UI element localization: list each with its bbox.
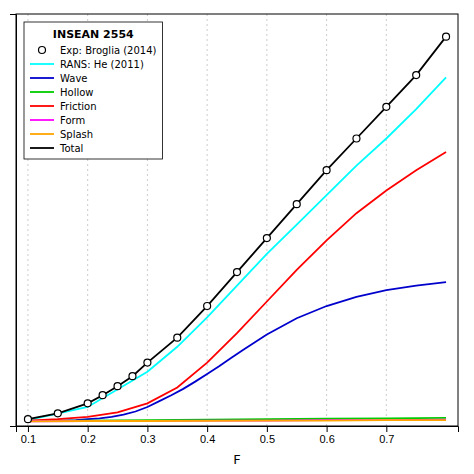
x-tick-label: 0.7 xyxy=(379,433,394,445)
legend-item: Form xyxy=(30,115,85,126)
legend-items: Exp: Broglia (2014) RANS: He (2011) Wave Ho… xyxy=(30,45,157,154)
x-tick-label: 0.5 xyxy=(260,433,275,445)
grid-line xyxy=(386,14,387,426)
data-point xyxy=(114,383,121,390)
data-point xyxy=(54,410,61,417)
series-line xyxy=(28,77,446,420)
grid-line xyxy=(207,14,208,426)
x-tick: 0.1 xyxy=(21,426,36,445)
legend-swatch xyxy=(30,77,54,79)
y-axis xyxy=(10,15,17,427)
legend-title: INSEAN 2554 xyxy=(53,28,134,41)
legend-label: RANS: He (2011) xyxy=(60,59,144,70)
grid xyxy=(28,14,386,426)
legend-swatch xyxy=(30,147,54,149)
grid-line xyxy=(266,14,267,426)
legend-label: Hollow xyxy=(60,87,94,98)
x-tick: 0.4 xyxy=(200,426,215,445)
legend-swatch xyxy=(30,119,54,121)
x-tick-mark xyxy=(28,426,29,432)
data-point xyxy=(24,416,31,423)
legend-item: Splash xyxy=(30,129,93,140)
data-point xyxy=(129,373,136,380)
legend-item: RANS: He (2011) xyxy=(30,59,144,70)
x-tick: 0.5 xyxy=(260,426,275,445)
plot-frame xyxy=(16,14,458,426)
data-point xyxy=(263,235,270,242)
legend-label: Friction xyxy=(60,101,97,112)
legend-label: Exp: Broglia (2014) xyxy=(60,45,157,56)
legend-swatch xyxy=(39,47,46,54)
data-point xyxy=(353,135,360,142)
legend: INSEAN 2554 Exp: Broglia (2014) RANS: He (… xyxy=(24,22,163,159)
data-point xyxy=(84,400,91,407)
x-tick: 0.7 xyxy=(379,426,394,445)
x-axis: 0.1 0.2 0.3 0.4 0.5 0.6 0.7 xyxy=(17,426,459,445)
x-tick: 0.3 xyxy=(140,426,155,445)
x-tick-label: 0.4 xyxy=(200,433,215,445)
data-point xyxy=(99,392,106,399)
legend-swatch xyxy=(30,91,54,93)
data-point xyxy=(144,359,151,366)
grid-line xyxy=(326,14,327,426)
x-axis-title: F xyxy=(233,452,240,467)
data-point xyxy=(293,201,300,208)
marks xyxy=(24,33,449,423)
legend-swatch xyxy=(30,63,54,65)
legend-label: Splash xyxy=(60,129,93,140)
data-point xyxy=(443,33,450,40)
x-tick-mark xyxy=(88,426,89,432)
data-point xyxy=(383,103,390,110)
x-tick-mark xyxy=(327,426,328,432)
x-tick: 0.2 xyxy=(81,426,96,445)
x-axis-line xyxy=(17,427,459,433)
legend-item: Wave xyxy=(30,73,87,84)
legend-label: Form xyxy=(60,115,85,126)
series-line xyxy=(28,282,446,421)
legend-swatch xyxy=(30,105,54,107)
x-tick-mark xyxy=(147,426,148,432)
legend-item: Exp: Broglia (2014) xyxy=(39,45,157,56)
series-line xyxy=(28,152,446,420)
x-tick-label: 0.2 xyxy=(81,433,96,445)
legend-item: Hollow xyxy=(30,87,94,98)
series-line xyxy=(28,420,446,422)
data-point xyxy=(174,334,181,341)
x-tick: 0.6 xyxy=(319,426,334,445)
data-point xyxy=(323,167,330,174)
x-tick-label: 0.3 xyxy=(140,433,155,445)
legend-label: Wave xyxy=(60,73,87,84)
data-point xyxy=(234,269,241,276)
data-point xyxy=(413,72,420,79)
legend-label: Total xyxy=(59,143,83,154)
legend-item: Total xyxy=(30,143,83,154)
data-point xyxy=(204,303,211,310)
legend-frame xyxy=(24,22,163,159)
x-tick-mark xyxy=(386,426,387,432)
series-line xyxy=(28,420,446,421)
x-tick-label: 0.1 xyxy=(21,433,36,445)
x-tick-mark xyxy=(207,426,208,432)
plot: 0.1 0.2 0.3 0.4 0.5 0.6 0.7 F INSEAN 2554 Exp: Br… xyxy=(10,14,459,467)
x-tick-mark xyxy=(267,426,268,432)
y-axis-line xyxy=(10,15,17,427)
legend-item: Friction xyxy=(30,101,97,112)
series-line xyxy=(28,37,446,420)
series-line xyxy=(28,418,446,421)
chart: 0.1 0.2 0.3 0.4 0.5 0.6 0.7 F INSEAN 2554 Exp: Br… xyxy=(0,0,474,474)
legend-swatch xyxy=(30,133,54,135)
x-tick-label: 0.6 xyxy=(319,433,334,445)
